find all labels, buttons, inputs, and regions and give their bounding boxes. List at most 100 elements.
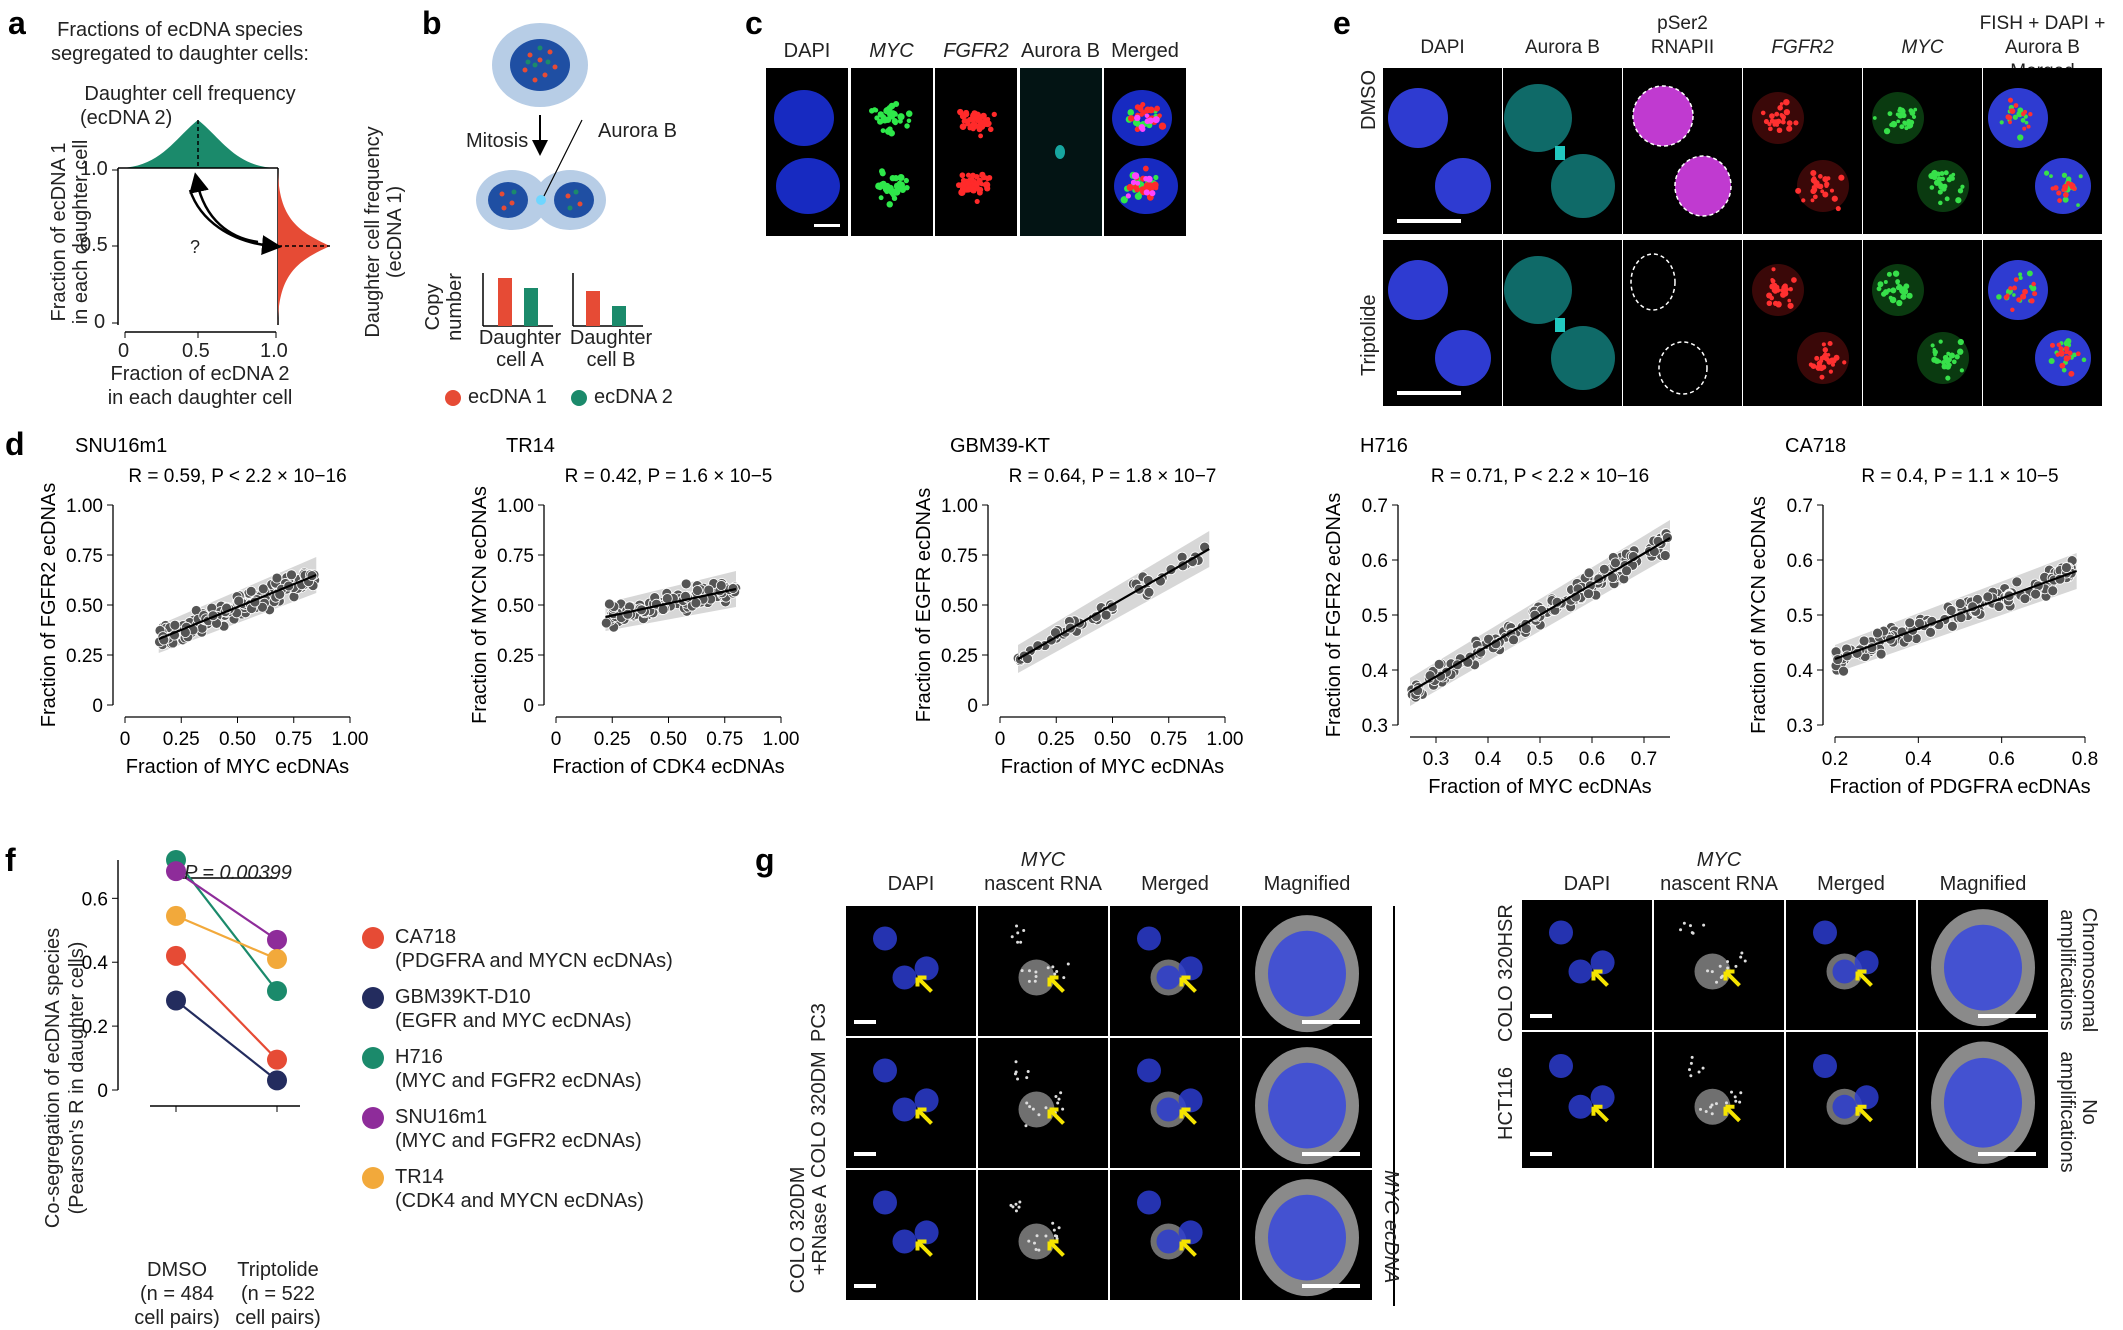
y-tick-label: 0.75 xyxy=(66,546,103,567)
panel-g-image xyxy=(1522,1032,1652,1168)
panel-g-column-header: Merged xyxy=(1786,872,1916,896)
y-tick-label: 0 xyxy=(967,696,978,717)
panel-e-header-line: FGFR2 xyxy=(1771,37,1834,58)
panel-b-aurora: Aurora B xyxy=(598,120,677,142)
x-axis-label: Fraction of MYC ecDNAs xyxy=(126,756,349,778)
fit-line xyxy=(1017,548,1210,660)
data-point xyxy=(604,598,615,610)
panel-e-header-line: DAPI xyxy=(1420,37,1465,58)
panel-e-image xyxy=(1743,240,1862,406)
data-point xyxy=(271,572,283,584)
data-point xyxy=(690,597,702,609)
panel-e-label: e xyxy=(1333,5,1351,41)
panel-g-image xyxy=(1242,1170,1372,1300)
data-point xyxy=(1947,620,1958,632)
panel-b-cellb-line1: Daughter xyxy=(569,327,653,349)
panel-e-column-header: DAPI xyxy=(1373,36,1512,60)
panel-g-header-line: nascent RNA xyxy=(1660,873,1778,895)
curved-arrow-up xyxy=(189,172,259,244)
y-tick-label: 0.7 xyxy=(1362,496,1388,517)
panel-g-right-bracket2-line2: amplifications xyxy=(2056,1051,2078,1173)
panel-g-column-header: MYC nascent RNA xyxy=(978,848,1108,896)
panel-f-ylabel-line2: (Pearson's R in daughter cells) xyxy=(66,941,88,1215)
data-point xyxy=(715,580,727,591)
fit-line xyxy=(1409,537,1671,693)
y-tick-label: 0.75 xyxy=(497,546,534,567)
right-distribution xyxy=(278,168,330,325)
panel-a-xlabel-line2: in each daughter cell xyxy=(107,387,293,409)
panel-e-image xyxy=(1383,240,1502,406)
y-tick-label: 0.25 xyxy=(66,646,103,667)
panel-e-image xyxy=(1983,240,2102,406)
data-point xyxy=(692,585,703,596)
legend-dot xyxy=(362,987,384,1009)
panel-g-row-rnase-line1: COLO 320DM xyxy=(787,1166,809,1294)
panel-g-header-line: DAPI xyxy=(887,873,935,895)
scale-bar xyxy=(814,224,840,227)
series-point xyxy=(267,1049,287,1070)
data-point xyxy=(1858,635,1870,647)
scale-bar xyxy=(854,1020,876,1024)
series-ca718 xyxy=(166,945,287,1070)
series-point xyxy=(166,905,186,926)
panel-e-image xyxy=(1863,240,1982,406)
legend-detail: (MYC and FGFR2 ecDNAs) xyxy=(395,1070,642,1092)
x-tick-label: 0 xyxy=(120,729,131,750)
data-point xyxy=(286,569,297,581)
panel-g-header-line: Magnified xyxy=(1263,873,1351,895)
panel-a-ytick-0: 0 xyxy=(94,311,106,333)
scatter-title: SNU16m1 xyxy=(75,435,167,457)
panel-a-right-line2: (ecDNA 1) xyxy=(384,185,406,279)
y-tick-label: 1.00 xyxy=(941,496,978,517)
y-tick-label: 0.5 xyxy=(1787,606,1813,627)
arrow-indicator xyxy=(915,1107,933,1125)
scatter-stat: R = 0.64, P = 1.8 × 10−7 xyxy=(1009,466,1217,487)
legend-dot xyxy=(362,927,384,949)
curved-arrow-right xyxy=(188,189,282,256)
y-tick-label: 0.75 xyxy=(941,546,978,567)
panel-g-image xyxy=(1654,1032,1784,1168)
panel-e-image xyxy=(1503,240,1622,406)
x-tick-label: 0.50 xyxy=(219,729,256,750)
data-point xyxy=(2030,588,2041,600)
panel-a-xtick-1: 1.0 xyxy=(260,340,288,362)
x-tick-label: 0.3 xyxy=(1423,749,1449,770)
panel-d-scatterplots: SNU16m1 R = 0.59, P < 2.2 × 10−16 0 0.25 0.5… xyxy=(38,435,2098,798)
panel-g-column-header: DAPI xyxy=(1522,872,1652,896)
x-tick-label: 0.75 xyxy=(706,729,743,750)
series-point xyxy=(166,861,186,882)
x-tick-label: 0.25 xyxy=(594,729,631,750)
x-tick-label: 0.50 xyxy=(1094,729,1131,750)
panel-a-xlabel-line1: Fraction of ecDNA 2 xyxy=(110,363,290,385)
panel-g-label: g xyxy=(755,842,775,878)
panel-a-title-line2: segregated to daughter cells: xyxy=(51,43,309,65)
data-point xyxy=(257,601,268,613)
x-axis-label: Fraction of CDK4 ecDNAs xyxy=(552,756,784,778)
data-point xyxy=(1982,591,1994,603)
panel-g-image xyxy=(978,906,1108,1036)
panel-a-ylabel: Fraction of ecDNA 1 in each daughter cel… xyxy=(48,102,92,362)
panel-g-header-line: Merged xyxy=(1141,873,1209,895)
y-axis-label: Fraction of FGFR2 ecDNAs xyxy=(1323,493,1345,738)
y-tick-label: 1.00 xyxy=(497,496,534,517)
panel-a-diagram xyxy=(112,120,330,338)
panel-g-column-header: MYC nascent RNA xyxy=(1654,848,1784,896)
y-tick-label: 0.4 xyxy=(1787,661,1814,682)
x-axis-label: Fraction of MYC ecDNAs xyxy=(1428,776,1651,798)
arrow-indicator xyxy=(1723,969,1741,987)
data-point xyxy=(727,583,739,594)
scale-bar xyxy=(1530,1152,1552,1156)
x-tick-label: 0 xyxy=(995,729,1006,750)
panel-g-right-bracket2-line1: No xyxy=(2078,1099,2100,1125)
y-tick-label: 0.2 xyxy=(82,1017,108,1038)
arrow-indicator xyxy=(1047,975,1065,993)
panel-a-right-label: Daughter cell frequency (ecDNA 1) xyxy=(362,102,406,362)
data-point xyxy=(1583,588,1594,600)
panel-g-header-line: MYC xyxy=(1020,849,1066,871)
panel-a-ylabel-line1: Fraction of ecDNA 1 xyxy=(48,142,70,322)
panel-f-label: f xyxy=(5,842,16,878)
panel-g-row-hct116: HCT116 xyxy=(1495,1067,1517,1140)
arrow-indicator xyxy=(1179,1239,1197,1257)
panel-a-ylabel-line2: in each daughter cell xyxy=(70,139,92,325)
panel-g-row-colo320hsr: COLO 320HSR xyxy=(1495,904,1517,1042)
